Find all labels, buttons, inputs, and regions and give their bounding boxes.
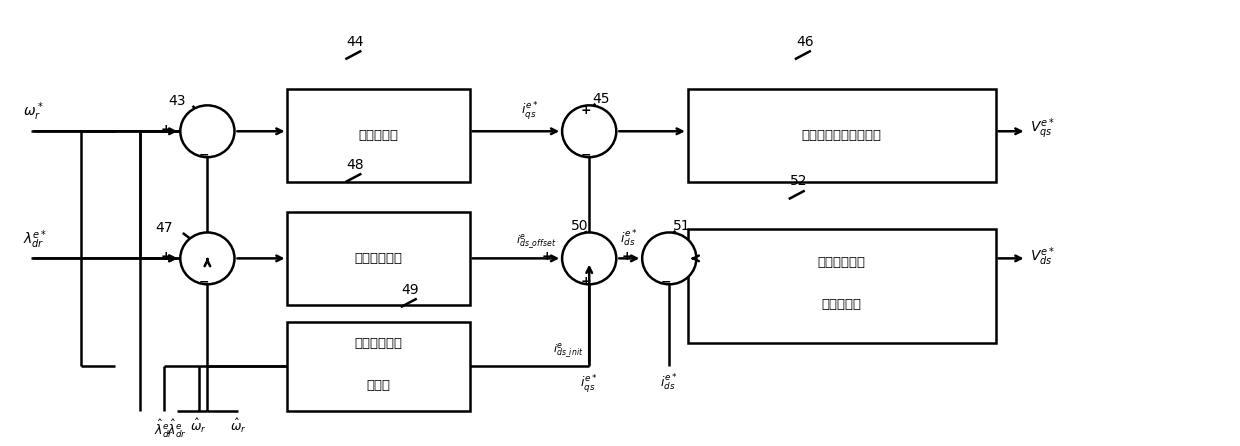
- Text: +: +: [580, 103, 590, 116]
- Text: $\hat{\omega}_r$: $\hat{\omega}_r$: [191, 417, 207, 435]
- Text: $i_{qs}^{e*}$: $i_{qs}^{e*}$: [521, 100, 538, 122]
- Text: 磁通量－电流: 磁通量－电流: [355, 337, 403, 350]
- Text: 45: 45: [593, 92, 610, 106]
- Text: 43: 43: [167, 94, 185, 108]
- Text: +: +: [580, 275, 590, 288]
- Text: 48: 48: [346, 157, 365, 172]
- Text: 51: 51: [673, 219, 691, 233]
- Text: $\hat{\omega}_r$: $\hat{\omega}_r$: [229, 417, 247, 435]
- Bar: [288, 212, 470, 305]
- Text: 46: 46: [796, 35, 813, 49]
- Bar: [688, 229, 996, 343]
- Text: 转矩部分的电流控制器: 转矩部分的电流控制器: [802, 129, 882, 142]
- Text: −: −: [661, 275, 671, 288]
- Text: $i_{qs}^{e*}$: $i_{qs}^{e*}$: [580, 373, 598, 395]
- Text: $\omega_r^*$: $\omega_r^*$: [22, 100, 43, 123]
- Text: $\hat{\lambda}_{dr}^{e}$: $\hat{\lambda}_{dr}^{e}$: [155, 417, 174, 440]
- Text: $i_{ds\_init}^{e}$: $i_{ds\_init}^{e}$: [553, 342, 583, 360]
- Ellipse shape: [180, 232, 234, 284]
- Text: 磁通量部分的: 磁通量部分的: [817, 256, 866, 269]
- Text: 磁通量控制器: 磁通量控制器: [355, 252, 403, 265]
- Text: $i_{ds}^{e*}$: $i_{ds}^{e*}$: [620, 229, 639, 249]
- Text: $\hat{\lambda}_{dr}^{e}$: $\hat{\lambda}_{dr}^{e}$: [166, 417, 186, 440]
- Text: −: −: [580, 148, 590, 161]
- Ellipse shape: [562, 232, 616, 284]
- Bar: [288, 89, 470, 182]
- Text: −: −: [198, 275, 210, 288]
- Text: 49: 49: [402, 282, 419, 297]
- Text: +: +: [160, 123, 171, 136]
- Ellipse shape: [180, 105, 234, 157]
- Bar: [288, 322, 470, 411]
- Text: +: +: [542, 250, 553, 263]
- Text: +: +: [160, 250, 171, 263]
- Text: $i_{ds\_offset}^{e}$: $i_{ds\_offset}^{e}$: [516, 232, 556, 251]
- Text: $V_{ds}^{e*}$: $V_{ds}^{e*}$: [1030, 245, 1055, 268]
- Ellipse shape: [562, 105, 616, 157]
- Ellipse shape: [642, 232, 697, 284]
- Text: 47: 47: [155, 221, 174, 235]
- Text: $i_{ds}^{e*}$: $i_{ds}^{e*}$: [661, 373, 678, 393]
- Text: 52: 52: [790, 174, 807, 189]
- Text: 50: 50: [570, 219, 588, 233]
- Text: 44: 44: [346, 35, 365, 49]
- Text: +: +: [622, 250, 632, 263]
- Text: 速度控制器: 速度控制器: [358, 129, 398, 142]
- Text: 运算器: 运算器: [367, 379, 391, 392]
- Text: 电流控制器: 电流控制器: [822, 298, 862, 311]
- Bar: [688, 89, 996, 182]
- Text: $\lambda_{dr}^{e*}$: $\lambda_{dr}^{e*}$: [22, 228, 47, 251]
- Text: −: −: [198, 148, 210, 161]
- Text: $V_{qs}^{e*}$: $V_{qs}^{e*}$: [1030, 117, 1055, 141]
